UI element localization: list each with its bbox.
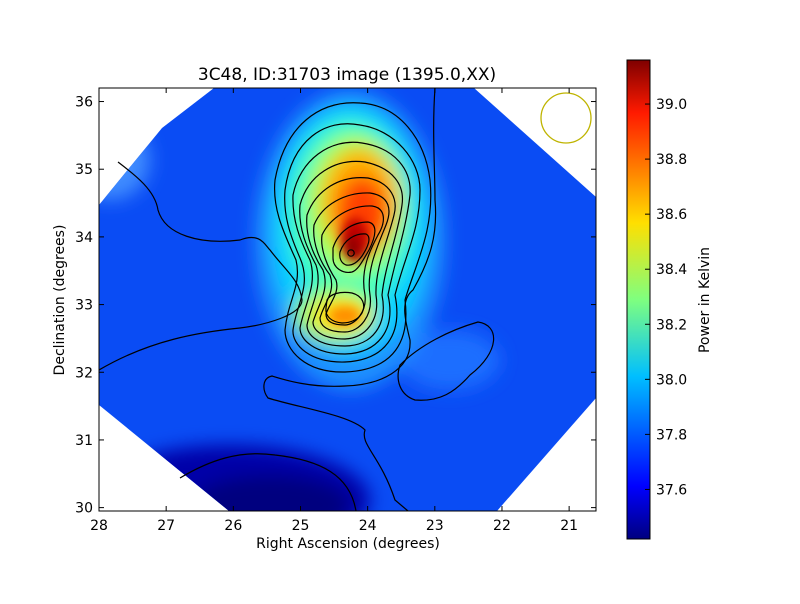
x-axis-label: Right Ascension (degrees): [256, 536, 440, 552]
chart-title: 3C48, ID:31703 image (1395.0,XX): [198, 65, 496, 85]
x-tick-label: 28: [90, 518, 108, 534]
colorbar-tick-label: 38.8: [656, 152, 687, 168]
x-tick-label: 27: [157, 518, 175, 534]
beam-marker: [540, 92, 592, 144]
colorbar-tick-label: 37.6: [656, 482, 687, 498]
y-tick-label: 30: [75, 501, 93, 517]
colorbar-tick-label: 38.0: [656, 372, 687, 388]
heatmap-image: [99, 88, 596, 511]
plot-frame: [98, 87, 597, 512]
y-tick-label: 35: [75, 162, 93, 178]
x-tick-label: 21: [560, 518, 578, 534]
y-tick-label: 36: [75, 95, 93, 111]
colorbar-tick-label: 37.8: [656, 427, 687, 443]
x-axis: 28 27 26 25 24 23 22 21: [90, 88, 578, 534]
y-tick-label: 31: [75, 433, 93, 449]
y-axis-label: Declination (degrees): [52, 225, 68, 376]
colorbar: [626, 59, 651, 540]
y-tick-label: 32: [75, 365, 93, 381]
colorbar-axis: 37.6 37.8 38.0 38.2 38.4 38.6 38.8 39.0: [645, 97, 687, 498]
contour-lines: [99, 88, 495, 511]
colorbar-tick-label: 38.6: [656, 207, 687, 223]
x-tick-label: 22: [493, 518, 511, 534]
colorbar-label: Power in Kelvin: [697, 247, 713, 353]
colorbar-tick-label: 39.0: [656, 97, 687, 113]
colorbar-tick-label: 38.2: [656, 317, 687, 333]
y-tick-label: 33: [75, 298, 93, 314]
x-tick-label: 25: [292, 518, 310, 534]
x-tick-label: 26: [224, 518, 242, 534]
x-tick-label: 23: [426, 518, 444, 534]
y-tick-label: 34: [75, 230, 93, 246]
x-tick-label: 24: [359, 518, 377, 534]
y-axis: 30 31 32 33 34 35 36: [75, 95, 596, 517]
colorbar-tick-label: 38.4: [656, 262, 687, 278]
